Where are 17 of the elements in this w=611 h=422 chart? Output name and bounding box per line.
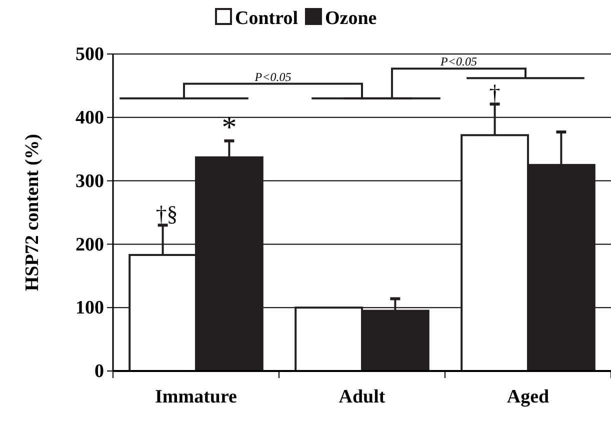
legend-label: Control	[235, 8, 298, 29]
y-tick-label: 400	[76, 107, 104, 128]
x-tick-label: Aged	[506, 386, 550, 408]
annotation: †	[489, 80, 500, 106]
x-tick-label: Adult	[338, 386, 386, 408]
y-tick-label: 500	[76, 44, 104, 66]
y-tick-label: 0	[94, 361, 104, 382]
legend-label: Ozone	[324, 8, 377, 29]
x-tick-label: Immature	[155, 386, 237, 408]
y-tick-label: 100	[76, 298, 104, 319]
y-tick-label: 200	[76, 234, 104, 256]
annotation: P<0.05	[254, 70, 292, 84]
annotation: †§	[156, 201, 178, 226]
y-tick-label: 300	[76, 170, 104, 192]
annotation: P<0.05	[440, 54, 477, 69]
y-axis-title: HSP72 content (%)	[22, 134, 43, 292]
annotation: *	[222, 110, 237, 144]
